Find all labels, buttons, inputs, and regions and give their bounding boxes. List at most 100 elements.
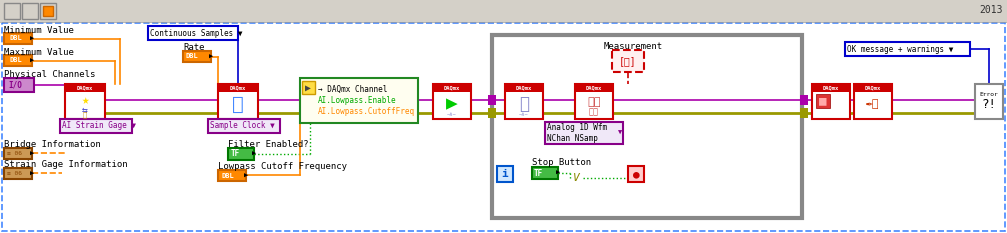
Text: [∿]: [∿]: [619, 56, 636, 66]
Text: ▶: ▶: [305, 82, 311, 93]
Bar: [505, 84, 543, 92]
Bar: [302, 81, 315, 94]
Bar: [800, 95, 808, 105]
Text: DAQmx: DAQmx: [230, 86, 246, 90]
Text: ~∧~: ~∧~: [447, 112, 457, 116]
Text: ≡ 06: ≡ 06: [7, 171, 22, 176]
Bar: [492, 35, 802, 218]
Text: DAQmx: DAQmx: [77, 86, 93, 90]
Bar: [488, 108, 496, 118]
Bar: [208, 119, 280, 133]
Text: OK message + warnings ▼: OK message + warnings ▼: [847, 45, 954, 54]
Text: ▼: ▼: [618, 130, 622, 136]
Bar: [218, 84, 258, 119]
Bar: [433, 84, 471, 119]
Bar: [43, 6, 53, 16]
Text: ⦸⦸: ⦸⦸: [587, 97, 601, 107]
Bar: [812, 84, 850, 119]
Text: AI Strain Gage ▼: AI Strain Gage ▼: [62, 121, 136, 130]
Bar: [4, 33, 32, 44]
Text: TF: TF: [231, 150, 241, 158]
Bar: [812, 84, 850, 92]
Bar: [218, 84, 258, 92]
Bar: [65, 84, 105, 119]
Bar: [800, 108, 808, 118]
Text: ▶: ▶: [446, 95, 458, 113]
Text: ▶: ▶: [30, 58, 34, 64]
Text: Analog 1D Wfm
NChan NSamp: Analog 1D Wfm NChan NSamp: [547, 123, 607, 143]
Text: DBL: DBL: [221, 172, 234, 178]
Text: DBL: DBL: [9, 58, 22, 64]
Text: ∿∿: ∿∿: [589, 107, 599, 116]
Text: ▶: ▶: [30, 171, 34, 177]
Bar: [545, 122, 623, 144]
Text: Error: Error: [980, 92, 998, 97]
Bar: [4, 55, 32, 66]
Bar: [40, 3, 56, 19]
Bar: [975, 84, 1003, 119]
Text: DAQmx: DAQmx: [516, 86, 532, 90]
Text: ▶: ▶: [30, 35, 34, 41]
Text: Strain Gage Information: Strain Gage Information: [4, 160, 128, 169]
Text: ✒∿: ✒∿: [866, 99, 880, 109]
Bar: [65, 84, 105, 92]
Text: → DAQmx Channel: → DAQmx Channel: [318, 85, 388, 94]
Text: ⌇: ⌇: [83, 112, 88, 118]
Text: DBL: DBL: [186, 54, 198, 59]
Bar: [300, 78, 418, 123]
Text: ■: ■: [820, 95, 827, 107]
Text: DAQmx: DAQmx: [444, 86, 460, 90]
Text: AI.Lowpass.CutoffFreq: AI.Lowpass.CutoffFreq: [318, 107, 415, 116]
Bar: [532, 167, 558, 179]
Text: ⇆: ⇆: [82, 105, 88, 115]
Text: Measurement: Measurement: [604, 42, 664, 51]
Text: I/O: I/O: [8, 80, 22, 89]
Bar: [433, 84, 471, 92]
Bar: [497, 166, 513, 182]
Bar: [4, 148, 32, 159]
Text: Rate: Rate: [183, 43, 204, 52]
Text: ▶: ▶: [209, 54, 213, 59]
Bar: [228, 148, 254, 160]
Bar: [854, 84, 892, 119]
Text: DBL: DBL: [9, 35, 22, 41]
Bar: [0, 0, 1007, 22]
Text: ≡ 06: ≡ 06: [7, 151, 22, 156]
Bar: [2, 23, 1005, 231]
Text: DAQmx: DAQmx: [586, 86, 602, 90]
Bar: [845, 42, 970, 56]
Text: ~∧~: ~∧~: [520, 112, 529, 116]
Text: ?!: ?!: [982, 99, 997, 112]
Bar: [183, 51, 211, 62]
Bar: [22, 3, 38, 19]
Text: 2013: 2013: [980, 5, 1003, 15]
Text: ▶: ▶: [244, 172, 249, 178]
Bar: [4, 168, 32, 179]
Bar: [816, 94, 830, 108]
Text: DAQmx: DAQmx: [823, 86, 839, 90]
Text: TF: TF: [534, 168, 543, 178]
Text: ⧗: ⧗: [233, 95, 244, 113]
Bar: [218, 170, 246, 181]
Bar: [488, 95, 496, 105]
Text: i: i: [501, 169, 509, 179]
Text: Lowpass Cutoff Frequency: Lowpass Cutoff Frequency: [218, 162, 347, 171]
Text: ▶: ▶: [556, 170, 560, 176]
Text: V: V: [573, 173, 579, 183]
Bar: [575, 84, 613, 92]
Bar: [4, 3, 20, 19]
Text: Bridge Information: Bridge Information: [4, 140, 101, 149]
Bar: [575, 84, 613, 119]
Text: ∿: ∿: [519, 95, 529, 113]
Text: Stop Button: Stop Button: [532, 158, 591, 167]
Text: Maximum Value: Maximum Value: [4, 48, 74, 57]
Text: ●: ●: [632, 169, 639, 179]
Bar: [148, 26, 238, 40]
Bar: [60, 119, 132, 133]
Text: Filter Enabled?: Filter Enabled?: [228, 140, 308, 149]
Bar: [628, 166, 644, 182]
Bar: [854, 84, 892, 92]
Text: AI.Lowpass.Enable: AI.Lowpass.Enable: [318, 96, 397, 105]
Text: Physical Channels: Physical Channels: [4, 70, 96, 79]
Bar: [612, 50, 644, 72]
